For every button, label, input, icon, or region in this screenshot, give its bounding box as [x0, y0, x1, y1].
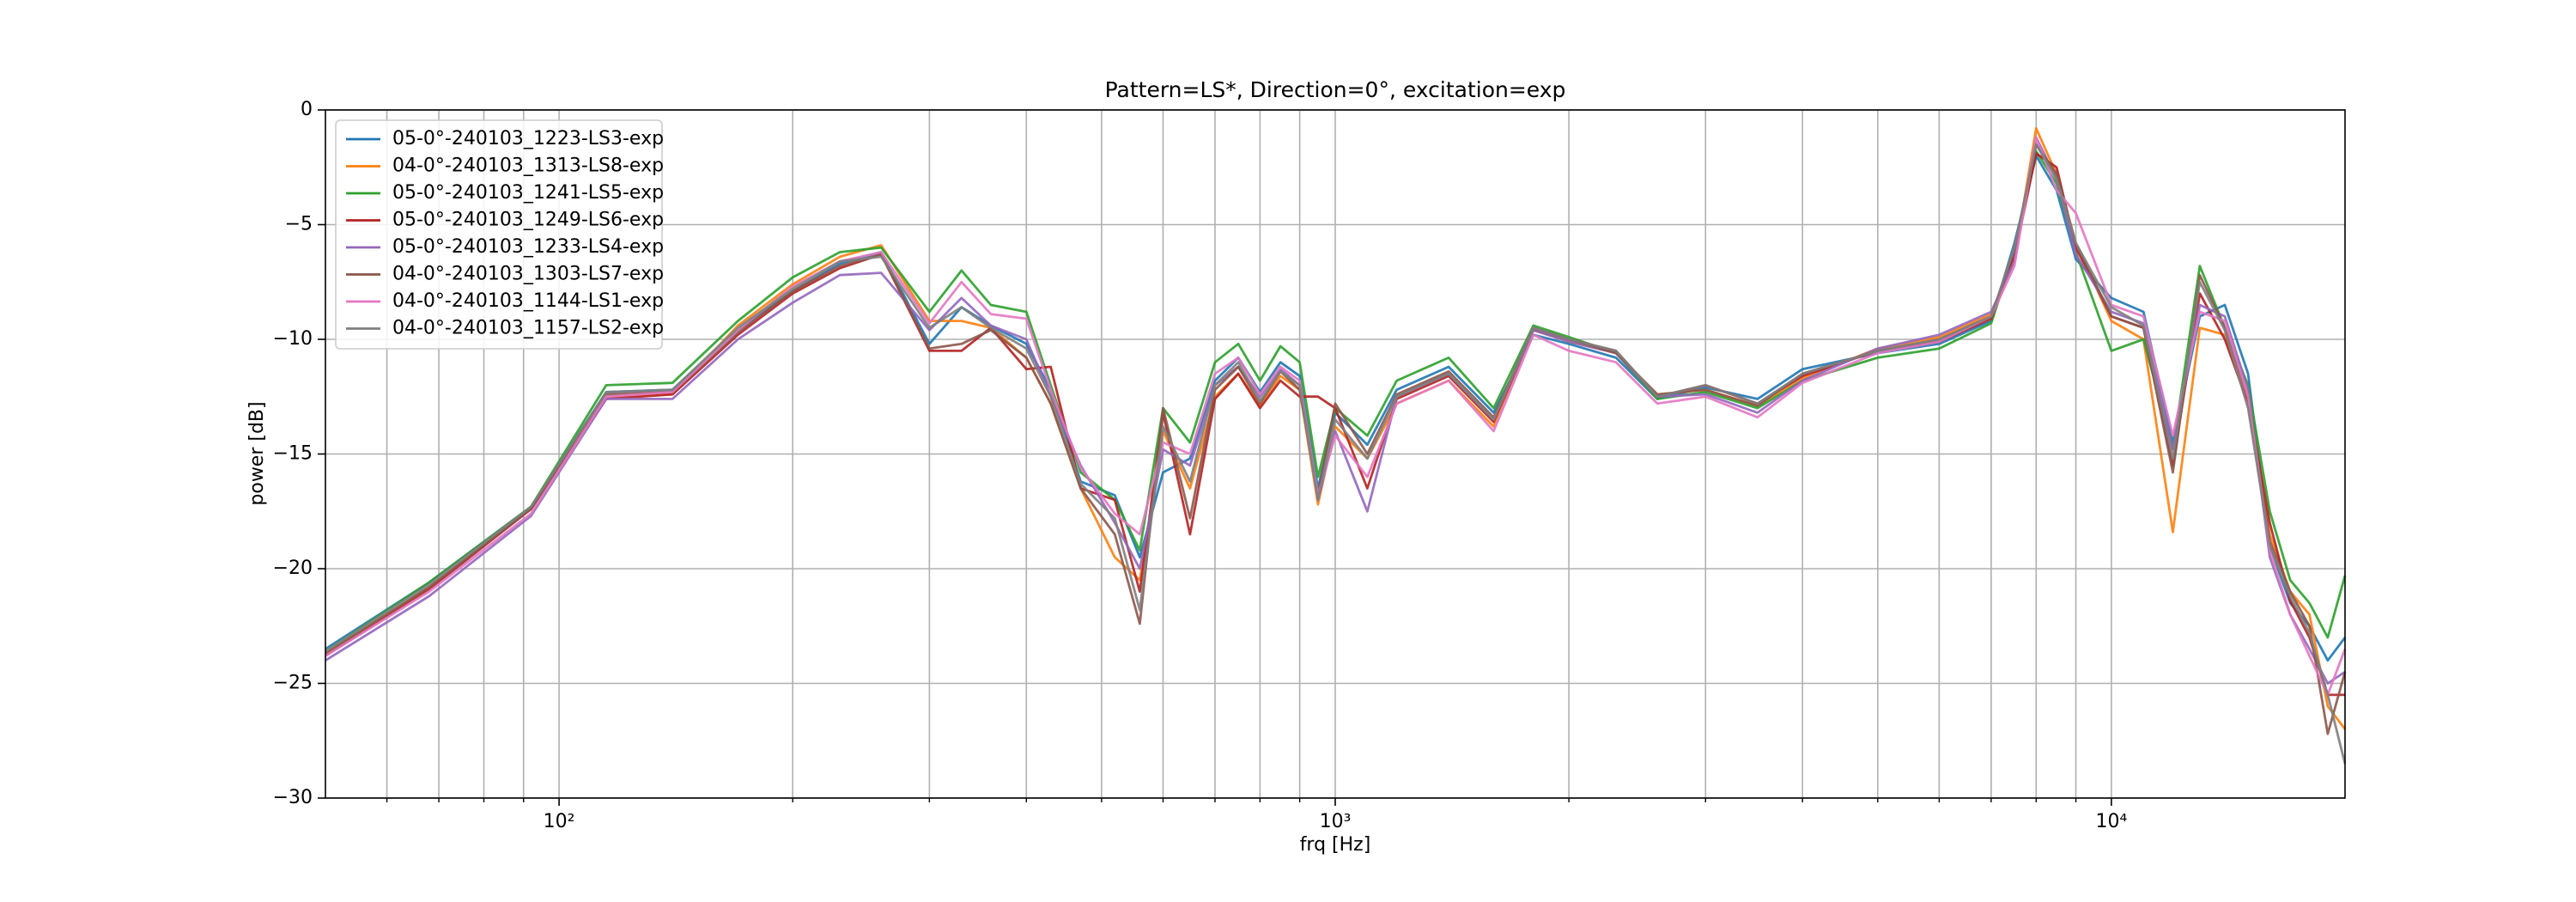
- y-tick-label: 0: [301, 99, 313, 120]
- y-axis-label: power [dB]: [246, 401, 268, 505]
- x-axis-label: frq [Hz]: [1300, 834, 1371, 856]
- series-line: [325, 149, 2347, 653]
- legend-label: 04-0°-240103_1144-LS1-exp: [392, 290, 664, 312]
- y-tick-label: −5: [285, 214, 313, 235]
- x-tick-label: 10⁴: [2095, 811, 2127, 832]
- x-tick-label: 10²: [544, 811, 575, 832]
- legend-label: 04-0°-240103_1313-LS8-exp: [392, 155, 664, 177]
- y-tick-label: −25: [273, 673, 313, 694]
- series-line: [325, 155, 2347, 662]
- legend-label: 05-0°-240103_1233-LS4-exp: [392, 236, 664, 258]
- y-tick-label: −30: [273, 787, 313, 808]
- y-tick-label: −10: [273, 328, 313, 350]
- x-tick-label: 10³: [1320, 811, 1352, 832]
- legend-label: 05-0°-240103_1249-LS6-exp: [392, 210, 664, 231]
- legend-label: 05-0°-240103_1241-LS5-exp: [392, 182, 664, 204]
- legend-label: 05-0°-240103_1223-LS3-exp: [392, 128, 664, 149]
- chart-title: Pattern=LS*, Direction=0°, excitation=ex…: [1105, 77, 1566, 102]
- plot-frame: [325, 109, 2346, 799]
- legend: 05-0°-240103_1223-LS3-exp 04-0°-240103_13…: [335, 119, 664, 350]
- series-line: [325, 143, 2347, 765]
- legend-label: 04-0°-240103_1303-LS7-exp: [392, 264, 664, 285]
- legend-label: 04-0°-240103_1157-LS2-exp: [392, 318, 664, 339]
- y-tick-label: −15: [273, 443, 313, 465]
- legend-box: [335, 119, 663, 350]
- y-tick-label: −20: [273, 558, 313, 579]
- series-line: [325, 136, 2347, 697]
